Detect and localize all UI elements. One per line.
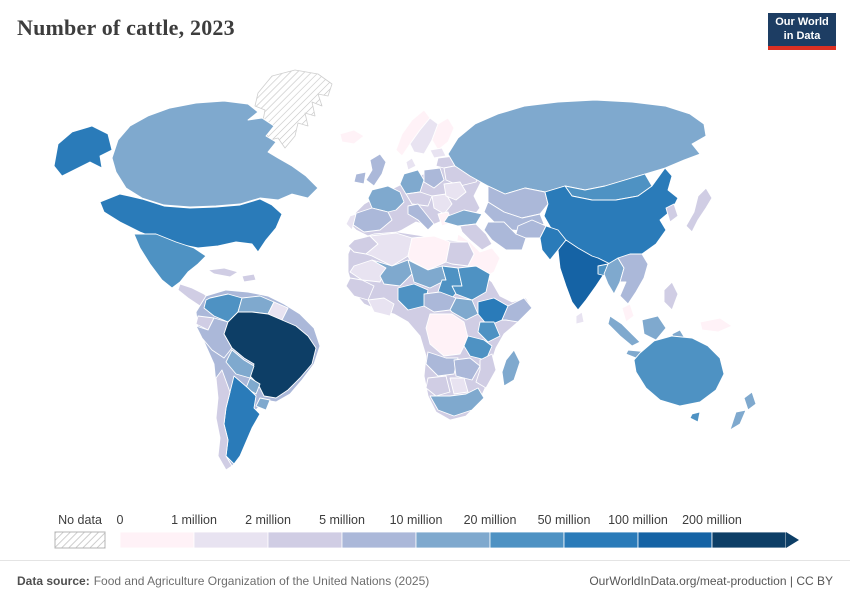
legend-bin-swatch[interactable] (193, 531, 269, 549)
country-south-africa[interactable] (429, 387, 485, 417)
owid-logo[interactable]: Our World in Data (768, 13, 836, 50)
country-germany[interactable] (399, 169, 425, 195)
country-uruguay[interactable] (255, 397, 271, 411)
country-libya[interactable] (407, 235, 451, 271)
attribution-link[interactable]: OurWorldInData.org/meat-production | CC … (589, 573, 833, 588)
page-title: Number of cattle, 2023 (17, 15, 235, 40)
legend-bin-swatch[interactable] (415, 531, 491, 549)
world-map-svg[interactable] (0, 58, 850, 498)
country-niger[interactable] (407, 259, 447, 289)
world-map[interactable] (0, 58, 850, 498)
legend-bin-swatch[interactable] (637, 531, 713, 549)
legend-bin-swatch[interactable] (267, 531, 343, 549)
country-mali[interactable] (371, 259, 413, 287)
country-balkans[interactable] (431, 193, 453, 215)
country-indochina[interactable] (617, 253, 649, 305)
country-mozambique[interactable] (475, 353, 497, 389)
country-france[interactable] (367, 185, 405, 213)
data-source-text: Food and Agriculture Organization of the… (93, 573, 430, 588)
country-korea[interactable] (665, 203, 679, 223)
country-iran[interactable] (483, 221, 527, 251)
legend-bins: 0 1 million 2 million 5 million 10 million 20… (117, 513, 799, 549)
owid-logo-line1: Our World (775, 15, 829, 28)
country-canada[interactable] (111, 100, 319, 208)
countries-layer (53, 69, 757, 471)
map-legend-svg: No data 0 1 million 2 million 5 million 10 m… (54, 513, 799, 549)
legend-tick-label: 1 million (171, 513, 217, 527)
legend-tick-label: 2 million (245, 513, 291, 527)
country-namibia[interactable] (425, 375, 451, 397)
country-iceland[interactable] (339, 129, 365, 145)
country-romania-bulgaria[interactable] (443, 181, 467, 201)
country-sri-lanka[interactable] (575, 311, 585, 325)
country-brazil[interactable] (223, 311, 317, 399)
country-chile[interactable] (215, 369, 233, 471)
country-sweden[interactable] (409, 117, 439, 155)
country-malaysia[interactable] (621, 303, 635, 323)
chart-header: Number of cattle, 2023 Our World in Data (0, 0, 850, 56)
country-ireland[interactable] (353, 171, 367, 185)
country-australia[interactable] (633, 335, 725, 407)
country-new-zealand[interactable] (729, 391, 757, 431)
country-papua-new-guinea[interactable] (699, 317, 733, 333)
legend-tick-label: 10 million (390, 513, 443, 527)
legend-tick-label: 0 (117, 513, 124, 527)
country-iraq-syria[interactable] (459, 223, 493, 251)
legend-bin-swatch[interactable] (341, 531, 417, 549)
country-denmark[interactable] (405, 157, 417, 171)
country-madagascar[interactable] (501, 349, 521, 387)
legend-no-data-swatch[interactable] (54, 531, 106, 549)
legend-bin-swatch[interactable] (563, 531, 639, 549)
legend-bin-swatch[interactable] (489, 531, 565, 549)
country-philippines[interactable] (663, 281, 679, 311)
legend-tick-label: 20 million (464, 513, 517, 527)
legend-no-data-label: No data (58, 513, 102, 527)
legend-bin-swatch[interactable] (119, 531, 195, 549)
country-botswana[interactable] (449, 377, 469, 395)
country-somalia[interactable] (501, 297, 533, 323)
country-kenya[interactable] (477, 321, 501, 343)
map-legend: No data 0 1 million 2 million 5 million 10 m… (0, 510, 850, 558)
country-hispaniola[interactable] (241, 273, 257, 283)
country-mexico[interactable] (133, 233, 207, 289)
country-baltic-states[interactable] (429, 147, 447, 159)
country-italy[interactable] (407, 203, 435, 231)
country-portugal[interactable] (345, 213, 357, 231)
country-tasmania[interactable] (689, 411, 701, 423)
country-dr-congo[interactable] (425, 313, 469, 357)
legend-arrow-icon (786, 532, 799, 548)
data-source-label: Data source: (17, 573, 90, 588)
legend-tick-label: 200 million (682, 513, 742, 527)
country-finland[interactable] (431, 117, 455, 151)
country-ghana-ivory-coast[interactable] (367, 297, 395, 317)
legend-bin-swatch[interactable] (711, 531, 787, 549)
country-borneo[interactable] (641, 315, 667, 341)
chart-footer: Data source: Food and Agriculture Organiz… (0, 560, 850, 600)
country-japan[interactable] (685, 187, 713, 233)
country-egypt[interactable] (445, 241, 475, 267)
owid-logo-line2: in Data (783, 29, 821, 42)
legend-tick-label: 100 million (608, 513, 668, 527)
country-peru[interactable] (195, 317, 233, 359)
country-cuba[interactable] (207, 267, 239, 278)
country-angola[interactable] (425, 351, 459, 377)
legend-tick-label: 50 million (538, 513, 591, 527)
country-zambia-zimbabwe[interactable] (453, 357, 481, 381)
country-united-kingdom[interactable] (365, 153, 387, 187)
country-spain[interactable] (351, 207, 393, 233)
country-south-sudan-uganda[interactable] (449, 297, 479, 321)
country-central-europe[interactable] (405, 191, 433, 207)
legend-tick-label: 5 million (319, 513, 365, 527)
data-source: Data source: Food and Agriculture Organiz… (17, 574, 429, 588)
country-india[interactable] (557, 239, 611, 311)
country-alaska[interactable] (53, 125, 113, 177)
